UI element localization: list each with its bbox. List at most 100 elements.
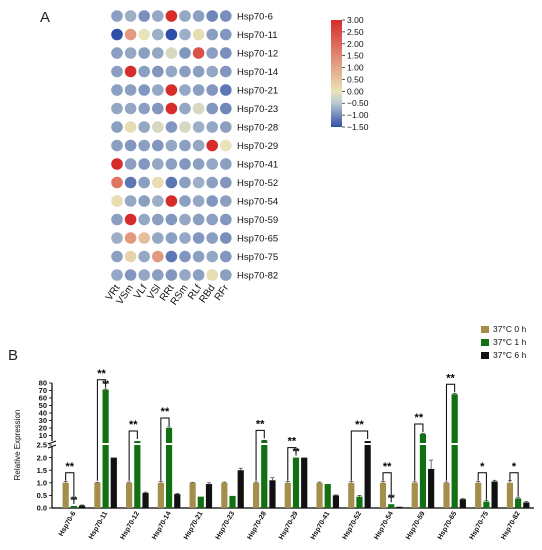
significance-label: ** [383, 461, 392, 473]
colorbar: 3.00 2.50 2.00 1.50 1.000.50 0.00 −0.50 −1.00 −1… [331, 15, 369, 132]
x-tick-label: Hsp70-82 [500, 510, 522, 541]
heatmap-cell [220, 158, 232, 170]
heatmap-row-label: Hsp70-11 [237, 30, 278, 41]
heatmap-cell [111, 232, 123, 244]
heatmap-cell [179, 65, 191, 78]
heatmap-cell [111, 84, 123, 96]
bar [94, 482, 101, 508]
heatmap-cell [111, 139, 123, 152]
heatmap-cell [192, 269, 205, 281]
bar [165, 428, 173, 443]
heatmap-cell [124, 250, 137, 263]
significance-bracket [509, 472, 519, 497]
significance-bracket [287, 447, 297, 481]
heatmap-cell [192, 232, 205, 244]
heatmap-cell [138, 102, 150, 115]
heatmap-cell [124, 158, 137, 170]
x-tick-label: Hsp70-52 [342, 510, 364, 541]
bar [364, 445, 371, 508]
bar [189, 482, 196, 508]
significance-bracket [160, 417, 170, 481]
bar [126, 482, 133, 508]
heatmap-row-label: Hsp70-41 [237, 160, 278, 171]
heatmap-cell [152, 213, 164, 226]
heatmap-cell [206, 28, 218, 41]
bar [459, 499, 466, 508]
significance-label: * [512, 461, 517, 473]
heatmap-cell [220, 139, 232, 152]
x-tick-label: Hsp70-59 [405, 510, 427, 541]
heatmap-cell [124, 232, 137, 244]
heatmap-row-label: Hsp70-21 [237, 86, 278, 97]
heatmap-cell [152, 250, 164, 263]
heatmap-cell [192, 65, 205, 78]
heatmap-cell [179, 102, 191, 115]
heatmap-cell [206, 84, 218, 96]
bar [102, 389, 109, 443]
bar [324, 484, 331, 508]
bar [102, 445, 109, 508]
x-tick-label: Hsp70-54 [373, 510, 395, 541]
significance-label: ** [355, 419, 364, 431]
heatmap-row-label: Hsp70-54 [237, 197, 278, 208]
bar [237, 470, 244, 508]
bar [483, 501, 490, 508]
legend-swatch [481, 326, 489, 333]
significance-label: ** [388, 493, 396, 503]
heatmap-cell [206, 10, 218, 22]
y-axis-title: Relative Expression [13, 410, 22, 481]
y-tick-label: 10 [39, 431, 47, 440]
bar [134, 445, 141, 508]
heatmap-cell [206, 195, 218, 207]
heatmap-cell [192, 176, 205, 189]
heatmap-cell [124, 139, 137, 152]
heatmap-cell [124, 195, 137, 207]
bar [261, 445, 268, 508]
heatmap-row-label: Hsp70-12 [237, 49, 278, 60]
heatmap-cell [138, 250, 150, 263]
y-tick-label: 2.5 [37, 441, 47, 450]
heatmap-cell [124, 213, 137, 226]
significance-bracket [445, 383, 456, 481]
bar [174, 494, 181, 508]
heatmap-cell [165, 158, 178, 170]
colorbar-tick-label: 2.00 [347, 39, 364, 49]
bar [506, 482, 514, 508]
heatmap-cell [138, 10, 150, 22]
bar [364, 441, 371, 443]
bar [110, 457, 117, 508]
heatmap-cell [152, 139, 164, 152]
colorbar-tick-label: 3.00 [347, 15, 364, 25]
legend-swatch [481, 339, 489, 346]
heatmap-cell [138, 65, 150, 78]
bar [157, 482, 164, 508]
bar [475, 482, 482, 508]
heatmap-cell [152, 158, 164, 170]
bar [419, 434, 427, 443]
heatmap-cell [192, 102, 205, 115]
colorbar-tick-label: 1.00 [347, 63, 364, 73]
bar [252, 482, 260, 508]
heatmap-cell [152, 84, 164, 96]
heatmap-cell [220, 10, 232, 22]
significance-label: ** [161, 406, 170, 418]
colorbar-tick-label: −1.50 [347, 122, 369, 132]
heatmap-cell [138, 121, 150, 133]
heatmap-cell [165, 84, 178, 96]
y-tick-label: 0.5 [37, 491, 47, 500]
y-tick-label: 70 [39, 386, 47, 395]
bar [356, 496, 363, 508]
y-tick-label: 40 [39, 409, 47, 418]
heatmap-cell [192, 84, 205, 96]
heatmap-cell [138, 139, 150, 152]
legend-label: 37°C 1 h [493, 337, 526, 347]
heatmap-cell [220, 102, 232, 115]
heatmap-cell [124, 269, 137, 281]
heatmap-cell [192, 47, 205, 59]
heatmap-cell [179, 139, 191, 152]
bar [316, 482, 323, 508]
heatmap-cell [138, 269, 150, 281]
y-tick-label: 2.0 [37, 453, 47, 462]
